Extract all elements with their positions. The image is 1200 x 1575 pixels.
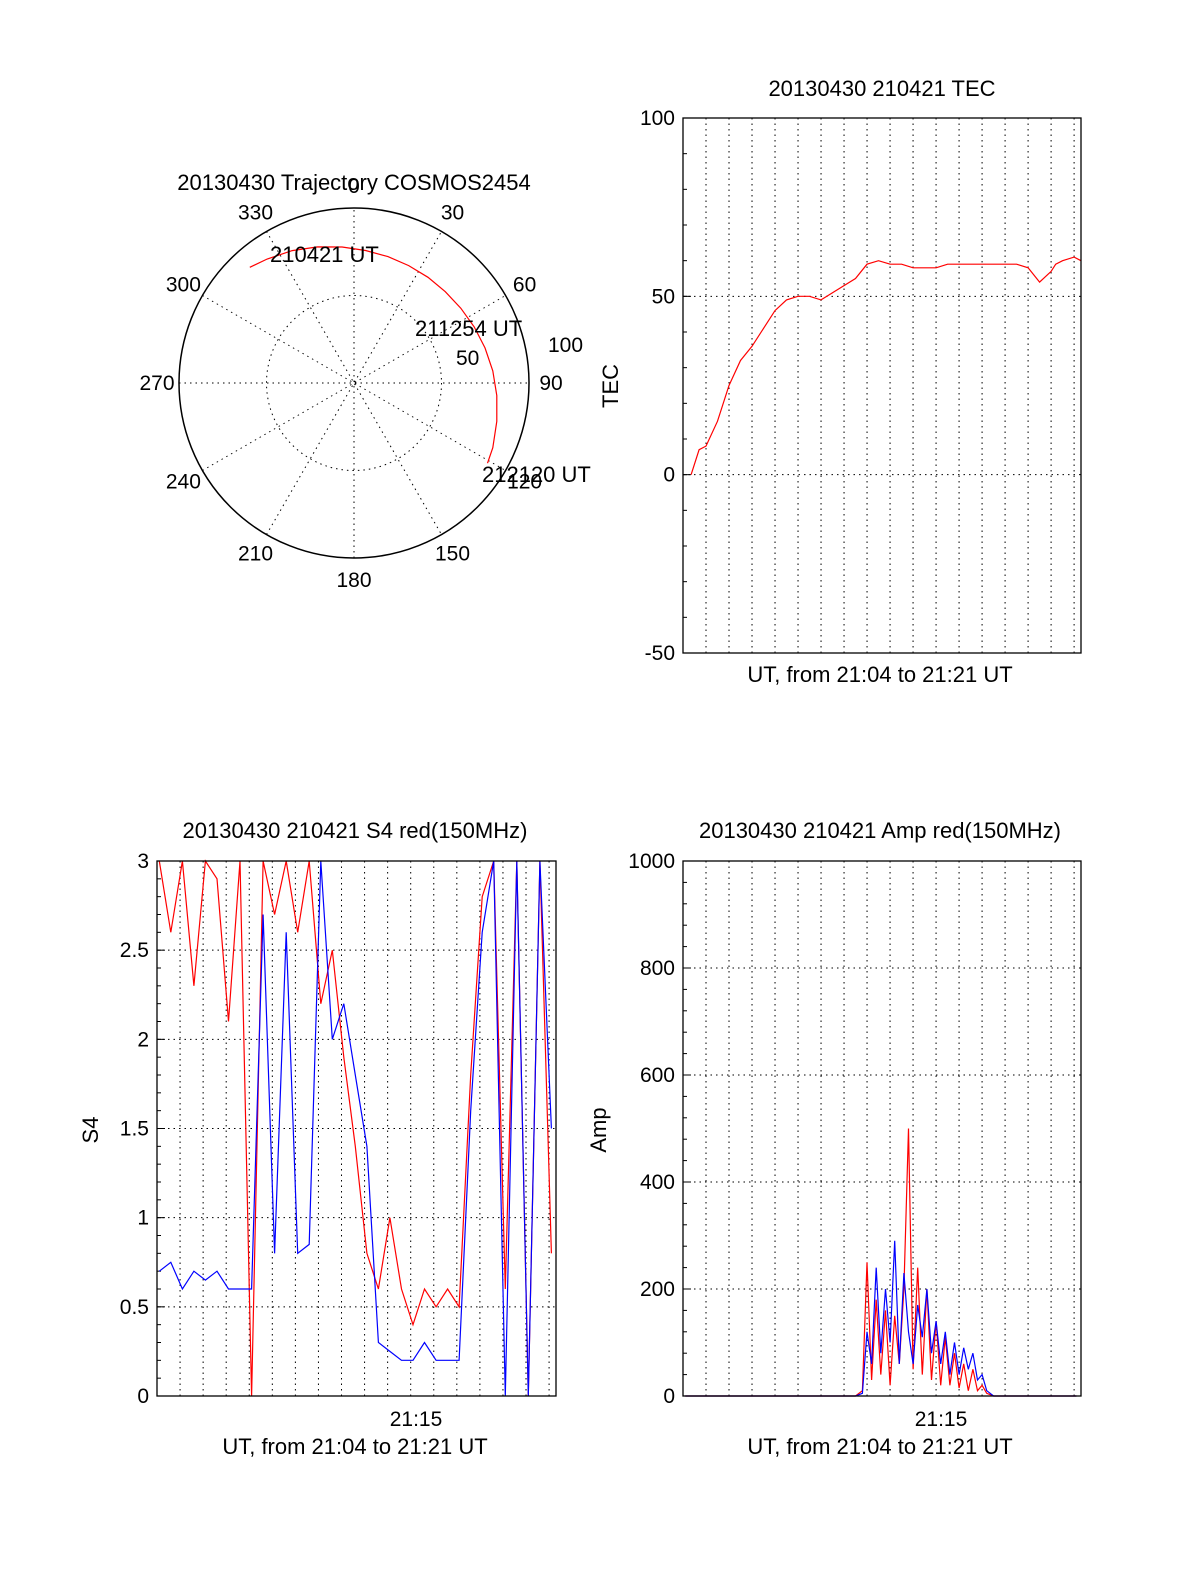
polar-angle-label-0: 0: [348, 175, 360, 198]
polar-angle-labels: 0 30 60 90 120 150 180 210 240 270 300 330: [139, 175, 562, 592]
tec-grid: [683, 117, 1081, 654]
polar-radius-label-100: 100: [548, 334, 583, 357]
polar-spokes: [179, 208, 529, 558]
amp-ytick-label-600: 600: [640, 1064, 675, 1087]
polar-angle-label-180: 180: [336, 569, 371, 592]
polar-angle-label-120: 120: [507, 471, 542, 494]
polar-spoke-150: [266, 231, 442, 535]
tec-series-line: [690, 256, 1082, 475]
amp-x-axis-label: UT, from 21:04 to 21:21 UT: [747, 1434, 1012, 1459]
tec-ytick-label--50: -50: [645, 642, 675, 665]
polar-spoke-120: [202, 295, 506, 471]
amp-grid: [683, 860, 1081, 1397]
polar-annotation-end: 212120 UT: [482, 462, 591, 487]
s4-ytick-label-0: 0: [137, 1385, 149, 1408]
polar-trajectory-panel: 20130430 Trajectory COSMOS2454 0 30 60 90 12…: [139, 170, 590, 592]
amp-panel: 20130430 210421 Amp red(150MHz) 1000 800 6…: [586, 818, 1082, 1459]
polar-angle-label-90: 90: [539, 372, 562, 395]
polar-annotation-start: 210421 UT: [270, 242, 379, 267]
polar-trajectory-line: [249, 246, 498, 464]
tec-title: 20130430 210421 TEC: [768, 76, 995, 101]
amp-y-tick-labels: 1000 800 600 400 200 0: [628, 850, 675, 1408]
polar-angle-label-30: 30: [441, 201, 464, 224]
amp-ytick-label-1000: 1000: [628, 850, 675, 873]
amp-y-axis-label: Amp: [586, 1107, 611, 1152]
polar-inner-circle: [266, 295, 442, 471]
s4-ytick-label-1: 1: [137, 1207, 149, 1230]
polar-spoke-60: [202, 295, 506, 471]
s4-ytick-label-3: 3: [137, 850, 149, 873]
s4-blue-series-line: [158, 860, 552, 1397]
tec-y-tick-labels: 100 50 0 -50: [640, 107, 675, 665]
tec-ytick-label-0: 0: [663, 464, 675, 487]
amp-red-series-line: [685, 1128, 1077, 1397]
tec-x-axis-label: UT, from 21:04 to 21:21 UT: [747, 662, 1012, 687]
s4-y-tick-labels: 3 2.5 2 1.5 1 0.5 0: [120, 850, 149, 1408]
amp-x-tick-label: 21:15: [915, 1408, 968, 1431]
amp-title: 20130430 210421 Amp red(150MHz): [699, 818, 1061, 843]
amp-ytick-label-800: 800: [640, 957, 675, 980]
s4-ytick-label-1.5: 1.5: [120, 1118, 149, 1141]
amp-ytick-label-400: 400: [640, 1171, 675, 1194]
s4-plot-frame: [156, 860, 557, 1397]
polar-radius-label-50: 50: [456, 347, 479, 370]
polar-annotation-mid: 211254 UT: [415, 316, 522, 341]
tec-y-axis-label: TEC: [598, 364, 623, 408]
polar-angle-label-150: 150: [435, 543, 470, 566]
polar-angle-label-210: 210: [238, 543, 273, 566]
polar-spoke-30: [266, 231, 442, 535]
polar-angle-label-270: 270: [139, 372, 174, 395]
amp-plot-frame: [682, 860, 1082, 1397]
s4-red-series-line: [158, 859, 552, 1397]
s4-ytick-label-2: 2: [137, 1028, 149, 1051]
polar-angle-label-240: 240: [166, 471, 201, 494]
s4-x-tick-label: 21:15: [390, 1408, 443, 1431]
amp-ytick-label-0: 0: [663, 1385, 675, 1408]
tec-panel: 20130430 210421 TEC 100 50 0 -50 TEC UT, fr…: [598, 76, 1082, 687]
s4-x-axis-label: UT, from 21:04 to 21:21 UT: [222, 1434, 487, 1459]
amp-ytick-label-200: 200: [640, 1278, 675, 1301]
tec-plot-frame: [682, 117, 1082, 654]
tec-ytick-label-100: 100: [640, 107, 675, 130]
s4-panel: 20130430 210421 S4 red(150MHz) 3 2.5 2 1.5 1…: [78, 818, 557, 1459]
s4-title: 20130430 210421 S4 red(150MHz): [183, 818, 528, 843]
s4-ytick-label-2.5: 2.5: [120, 939, 149, 962]
s4-y-axis-label: S4: [78, 1117, 103, 1144]
s4-ytick-label-0.5: 0.5: [120, 1296, 149, 1319]
polar-angle-label-300: 300: [166, 274, 201, 297]
amp-blue-series-line: [685, 1240, 1077, 1397]
polar-angle-label-330: 330: [238, 201, 273, 224]
tec-ytick-label-50: 50: [652, 285, 675, 308]
polar-angle-label-60: 60: [513, 274, 536, 297]
polar-title: 20130430 Trajectory COSMOS2454: [177, 170, 530, 195]
